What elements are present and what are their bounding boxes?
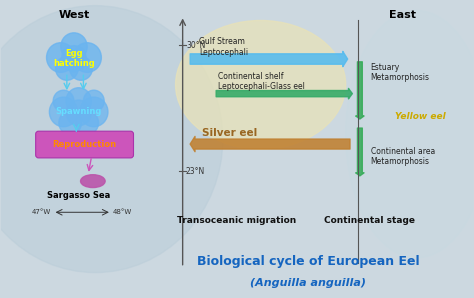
Circle shape (80, 97, 108, 127)
Ellipse shape (81, 175, 105, 187)
Text: 47°W: 47°W (32, 209, 51, 215)
Text: Estuary
Metamorphosis: Estuary Metamorphosis (371, 63, 430, 82)
Circle shape (49, 97, 78, 127)
Circle shape (62, 46, 86, 72)
Text: (Anguilla anguilla): (Anguilla anguilla) (250, 278, 366, 288)
Text: Yellow eel: Yellow eel (395, 112, 446, 121)
Ellipse shape (346, 11, 474, 258)
Circle shape (83, 90, 104, 112)
Circle shape (55, 57, 78, 80)
Circle shape (70, 57, 92, 80)
Text: 30°N: 30°N (186, 41, 205, 50)
Text: 48°W: 48°W (113, 209, 132, 215)
Text: East: East (389, 10, 416, 20)
Text: Biological cycle of European Eel: Biological cycle of European Eel (197, 255, 419, 268)
Circle shape (76, 111, 99, 135)
Text: Continental area
Metamorphosis: Continental area Metamorphosis (371, 147, 435, 166)
Circle shape (66, 100, 91, 126)
Circle shape (0, 6, 223, 273)
FancyBboxPatch shape (36, 131, 134, 158)
Text: Silver eel: Silver eel (202, 128, 257, 138)
Circle shape (61, 33, 87, 60)
Circle shape (46, 43, 75, 72)
Circle shape (73, 43, 101, 72)
Circle shape (53, 90, 74, 112)
Text: 23°N: 23°N (186, 167, 205, 176)
Text: Egg
hatching: Egg hatching (53, 49, 95, 68)
Text: Reproduction: Reproduction (53, 140, 117, 149)
Text: Spawning: Spawning (55, 107, 102, 117)
Text: Continental stage: Continental stage (324, 216, 415, 225)
Text: Sargasso Sea: Sargasso Sea (47, 191, 110, 201)
Ellipse shape (175, 21, 346, 149)
Text: Gulf Stream
Leptocephali: Gulf Stream Leptocephali (199, 37, 248, 57)
Text: West: West (58, 10, 90, 20)
Text: Continental shelf
Leptocephali-Glass eel: Continental shelf Leptocephali-Glass eel (218, 72, 305, 91)
Text: Transoceanic migration: Transoceanic migration (177, 216, 297, 225)
Circle shape (59, 111, 82, 135)
Circle shape (66, 88, 91, 114)
